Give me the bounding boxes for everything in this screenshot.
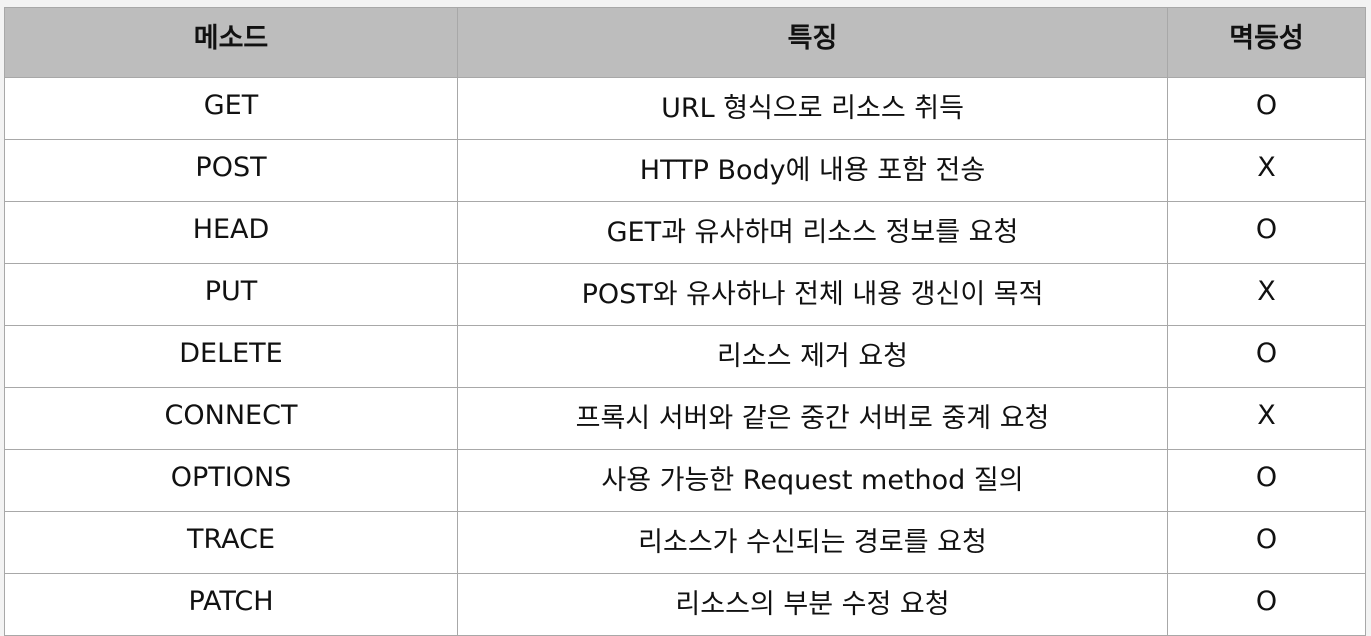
table-row: TRACE 리소스가 수신되는 경로를 요청 O	[4, 511, 1366, 574]
table-row: DELETE 리소스 제거 요청 O	[4, 325, 1366, 388]
cell-feature: 사용 가능한 Request method 질의	[457, 449, 1168, 512]
http-methods-table: 메소드 특징 멱등성 GET URL 형식으로 리소스 취득 O POST HT…	[4, 7, 1366, 636]
cell-feature: URL 형식으로 리소스 취득	[457, 77, 1168, 140]
table-row: PATCH 리소스의 부분 수정 요청 O	[4, 573, 1366, 636]
cell-method: GET	[4, 77, 458, 140]
cell-feature: GET과 유사하며 리소스 정보를 요청	[457, 201, 1168, 264]
table-row: CONNECT 프록시 서버와 같은 중간 서버로 중계 요청 X	[4, 387, 1366, 450]
cell-method: CONNECT	[4, 387, 458, 450]
cell-method: DELETE	[4, 325, 458, 388]
table-row: PUT POST와 유사하나 전체 내용 갱신이 목적 X	[4, 263, 1366, 326]
cell-idempotent: X	[1167, 139, 1366, 202]
cell-feature: POST와 유사하나 전체 내용 갱신이 목적	[457, 263, 1168, 326]
cell-idempotent: O	[1167, 573, 1366, 636]
cell-idempotent: X	[1167, 387, 1366, 450]
cell-feature: 리소스가 수신되는 경로를 요청	[457, 511, 1168, 574]
cell-method: OPTIONS	[4, 449, 458, 512]
cell-feature: 프록시 서버와 같은 중간 서버로 중계 요청	[457, 387, 1168, 450]
cell-method: TRACE	[4, 511, 458, 574]
cell-idempotent: O	[1167, 449, 1366, 512]
header-idempotent: 멱등성	[1167, 7, 1366, 78]
cell-idempotent: O	[1167, 325, 1366, 388]
cell-idempotent: O	[1167, 201, 1366, 264]
table-row: OPTIONS 사용 가능한 Request method 질의 O	[4, 449, 1366, 512]
cell-method: HEAD	[4, 201, 458, 264]
cell-feature: 리소스의 부분 수정 요청	[457, 573, 1168, 636]
cell-idempotent: O	[1167, 511, 1366, 574]
header-feature: 특징	[457, 7, 1168, 78]
table-row: GET URL 형식으로 리소스 취득 O	[4, 77, 1366, 140]
table-row: POST HTTP Body에 내용 포함 전송 X	[4, 139, 1366, 202]
cell-feature: HTTP Body에 내용 포함 전송	[457, 139, 1168, 202]
cell-method: POST	[4, 139, 458, 202]
cell-idempotent: X	[1167, 263, 1366, 326]
http-methods-table-container: 메소드 특징 멱등성 GET URL 형식으로 리소스 취득 O POST HT…	[4, 7, 1366, 636]
cell-method: PUT	[4, 263, 458, 326]
cell-method: PATCH	[4, 573, 458, 636]
header-method: 메소드	[4, 7, 458, 78]
cell-idempotent: O	[1167, 77, 1366, 140]
table-row: HEAD GET과 유사하며 리소스 정보를 요청 O	[4, 201, 1366, 264]
table-header-row: 메소드 특징 멱등성	[4, 7, 1366, 78]
cell-feature: 리소스 제거 요청	[457, 325, 1168, 388]
